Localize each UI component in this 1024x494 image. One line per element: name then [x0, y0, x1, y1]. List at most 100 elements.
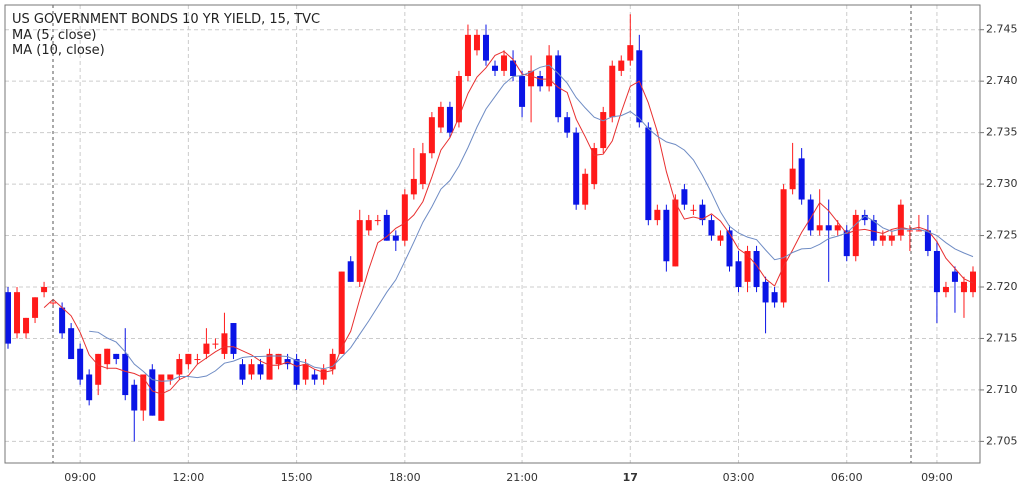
candle-body — [663, 209, 670, 262]
candle-body — [482, 34, 489, 61]
y-tick-label: 2.715 — [986, 331, 1018, 344]
candle-body — [59, 307, 66, 334]
candle-body — [555, 55, 562, 118]
candle-body — [861, 214, 868, 221]
candle-body — [275, 353, 282, 365]
candle-body — [501, 55, 508, 71]
candle-body — [636, 50, 643, 123]
candle-body — [735, 261, 742, 288]
candle-body — [645, 127, 652, 221]
candle-body — [618, 60, 625, 71]
moving-average-line — [89, 64, 974, 382]
candle-body — [293, 359, 300, 385]
candle-body — [194, 359, 201, 361]
candle-body — [780, 189, 787, 303]
candle-body — [131, 384, 138, 411]
candle-body — [428, 117, 435, 154]
y-tick-label: 2.745 — [986, 23, 1018, 36]
candle-body — [140, 374, 147, 411]
legend-entry: MA (10, close) — [12, 43, 105, 58]
candle-body — [185, 353, 192, 365]
candle-body — [374, 220, 381, 222]
candle-body — [230, 323, 237, 354]
candle-body — [942, 287, 949, 293]
candle-body — [383, 214, 390, 241]
candle-body — [473, 34, 480, 51]
candle-body — [564, 117, 571, 133]
candle-body — [582, 173, 589, 205]
candle-body — [32, 297, 39, 318]
plot — [5, 14, 976, 442]
candle-body — [708, 220, 715, 236]
candle-body — [320, 369, 327, 380]
x-tick-label: 06:00 — [831, 471, 863, 484]
candle-body — [744, 250, 751, 282]
candle-body — [924, 230, 931, 251]
x-tick-label: 18:00 — [389, 471, 421, 484]
candle-body — [816, 225, 823, 231]
candle-body — [113, 353, 120, 360]
candle-body — [690, 209, 697, 211]
candle-body — [672, 199, 679, 267]
candle-body — [410, 178, 417, 195]
candle-body — [311, 374, 318, 380]
candle-body — [762, 281, 769, 303]
legend-entry: MA (5, close) — [12, 28, 96, 43]
candle-body — [167, 374, 174, 380]
candle-body — [798, 158, 805, 200]
candle-body — [104, 348, 111, 365]
candle-body — [807, 199, 814, 231]
candle-body — [933, 250, 940, 293]
candle-body — [221, 333, 228, 354]
x-tick-label: 21:00 — [506, 471, 538, 484]
candle-body — [437, 106, 444, 128]
chart-title: US GOVERNMENT BONDS 10 YR YIELD, 15, TVC — [12, 12, 320, 27]
candle-body — [600, 112, 607, 149]
candle-body — [879, 235, 886, 241]
candle-body — [176, 359, 183, 375]
candle-body — [392, 235, 399, 241]
candle-body — [455, 76, 462, 123]
candle-body — [347, 261, 354, 282]
candle-body — [970, 271, 976, 293]
candle-body — [492, 65, 499, 71]
candle-body — [68, 328, 75, 360]
moving-average-line — [43, 50, 974, 395]
candle-body — [537, 76, 544, 87]
y-tick-label: 2.730 — [986, 177, 1018, 190]
candle-body — [510, 60, 517, 77]
candle-body — [302, 364, 309, 380]
candle-body — [591, 148, 598, 185]
candle-body — [726, 230, 733, 267]
candle-body — [654, 209, 661, 221]
y-tick-label: 2.740 — [986, 74, 1018, 87]
candle-body — [960, 281, 967, 293]
candle-body — [266, 353, 273, 380]
candle-body — [897, 204, 904, 236]
candle-body — [50, 302, 57, 304]
candle-body — [338, 271, 345, 354]
candle-body — [203, 343, 210, 354]
candle-body — [852, 214, 859, 257]
candle-body — [419, 153, 426, 185]
candle-body — [681, 189, 688, 205]
x-tick-label: 09:00 — [921, 471, 953, 484]
candle-body — [77, 348, 84, 380]
candle-body — [771, 292, 778, 303]
candle-body — [329, 353, 336, 370]
candle-body — [699, 204, 706, 221]
candle-body — [888, 235, 895, 241]
candle-body — [446, 106, 453, 133]
candle-body — [573, 132, 580, 205]
candle-body — [122, 353, 129, 396]
candle-body — [212, 343, 219, 345]
candle-body — [834, 225, 841, 231]
candle-body — [951, 271, 958, 282]
x-tick-label: 15:00 — [281, 471, 313, 484]
y-tick-label: 2.710 — [986, 383, 1018, 396]
candle-body — [158, 374, 165, 421]
x-tick-label: 17 — [623, 471, 638, 484]
candle-body — [248, 364, 255, 375]
candle-body — [906, 230, 913, 232]
